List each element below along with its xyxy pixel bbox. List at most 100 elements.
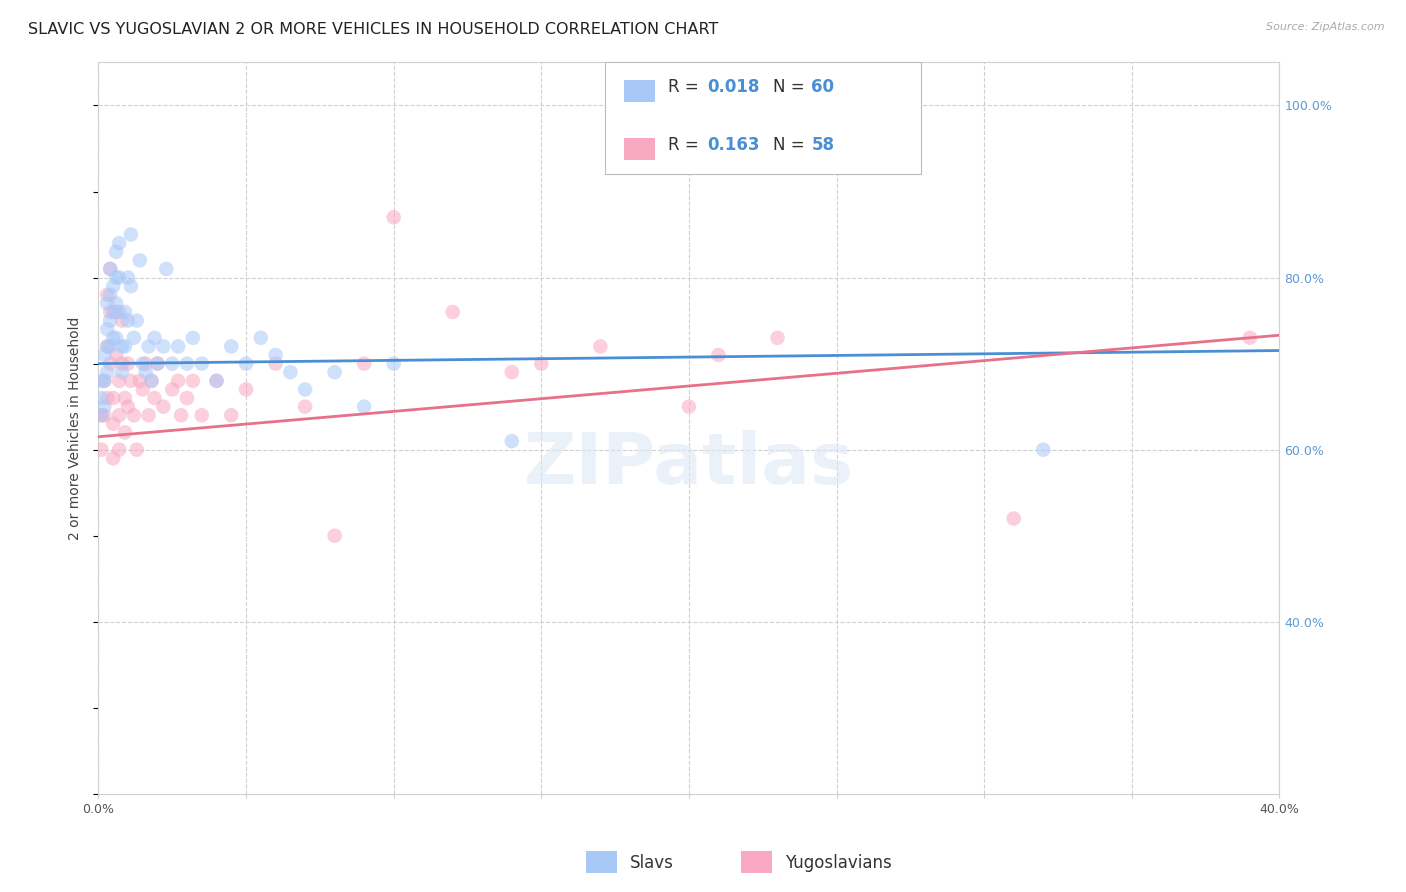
Text: 60: 60 (811, 78, 834, 96)
Point (90, 409, 112, 423)
Point (103, 391, 125, 405)
Point (93, 374, 115, 388)
Point (93, 374, 115, 388)
Point (1002, 511, 1025, 525)
Point (108, 409, 131, 423)
Point (155, 262, 177, 277)
Point (135, 357, 157, 371)
Point (111, 313, 134, 327)
Point (250, 331, 273, 345)
Point (294, 400, 316, 414)
Point (1032, 442, 1054, 457)
Point (98, 313, 121, 327)
Point (441, 305, 464, 319)
Point (176, 357, 198, 371)
Point (105, 270, 128, 285)
Point (93, 409, 115, 423)
Text: N =: N = (773, 78, 810, 96)
Point (122, 331, 145, 345)
Point (353, 400, 375, 414)
Point (678, 400, 700, 414)
Point (105, 348, 128, 362)
Point (98, 262, 121, 277)
Point (120, 374, 142, 388)
Point (323, 529, 346, 543)
Point (103, 451, 125, 466)
Point (162, 357, 183, 371)
Point (108, 270, 131, 285)
Point (530, 357, 553, 371)
Point (128, 253, 150, 268)
Point (122, 409, 145, 423)
Point (111, 357, 134, 371)
Point (382, 357, 405, 371)
Point (501, 434, 523, 448)
Point (108, 236, 131, 251)
Point (96, 287, 118, 301)
Point (111, 339, 134, 353)
Point (138, 409, 160, 423)
Point (132, 383, 155, 397)
Point (108, 374, 131, 388)
Text: 58: 58 (811, 136, 834, 154)
Point (114, 391, 136, 405)
Point (103, 331, 125, 345)
Text: Slavs: Slavs (630, 854, 673, 871)
Y-axis label: 2 or more Vehicles in Household: 2 or more Vehicles in Household (69, 317, 83, 540)
Point (707, 348, 730, 362)
Point (141, 374, 163, 388)
Point (111, 365, 134, 379)
Point (105, 244, 128, 259)
Point (264, 348, 287, 362)
Point (117, 313, 139, 327)
Point (152, 339, 174, 353)
Point (103, 305, 125, 319)
Point (125, 442, 148, 457)
Point (294, 383, 316, 397)
Point (93, 400, 115, 414)
Point (125, 313, 148, 327)
Point (103, 417, 125, 431)
Point (105, 305, 128, 319)
Text: SLAVIC VS YUGOSLAVIAN 2 OR MORE VEHICLES IN HOUSEHOLD CORRELATION CHART: SLAVIC VS YUGOSLAVIAN 2 OR MORE VEHICLES… (28, 22, 718, 37)
Point (96, 391, 118, 405)
Point (103, 279, 125, 293)
Point (152, 400, 174, 414)
Point (501, 365, 523, 379)
Point (589, 339, 612, 353)
Point (181, 331, 204, 345)
Text: R =: R = (668, 136, 704, 154)
Point (96, 339, 118, 353)
Point (96, 296, 118, 310)
Point (235, 383, 257, 397)
Point (132, 357, 155, 371)
Point (170, 409, 193, 423)
Point (280, 365, 302, 379)
Point (167, 374, 190, 388)
Point (105, 331, 128, 345)
Point (221, 409, 243, 423)
Point (176, 391, 198, 405)
Point (114, 425, 136, 440)
Point (117, 270, 139, 285)
Point (117, 400, 139, 414)
Point (98, 339, 121, 353)
Point (135, 365, 157, 379)
Point (98, 262, 121, 277)
Point (353, 357, 375, 371)
Point (98, 287, 121, 301)
Point (323, 365, 346, 379)
Point (114, 339, 136, 353)
Point (98, 357, 121, 371)
Point (96, 365, 118, 379)
Point (114, 305, 136, 319)
Point (90, 374, 112, 388)
Point (205, 374, 228, 388)
Point (128, 374, 150, 388)
Text: R =: R = (668, 78, 704, 96)
Point (120, 279, 142, 293)
Point (90, 391, 112, 405)
Point (108, 305, 131, 319)
Point (181, 374, 204, 388)
Point (191, 357, 214, 371)
